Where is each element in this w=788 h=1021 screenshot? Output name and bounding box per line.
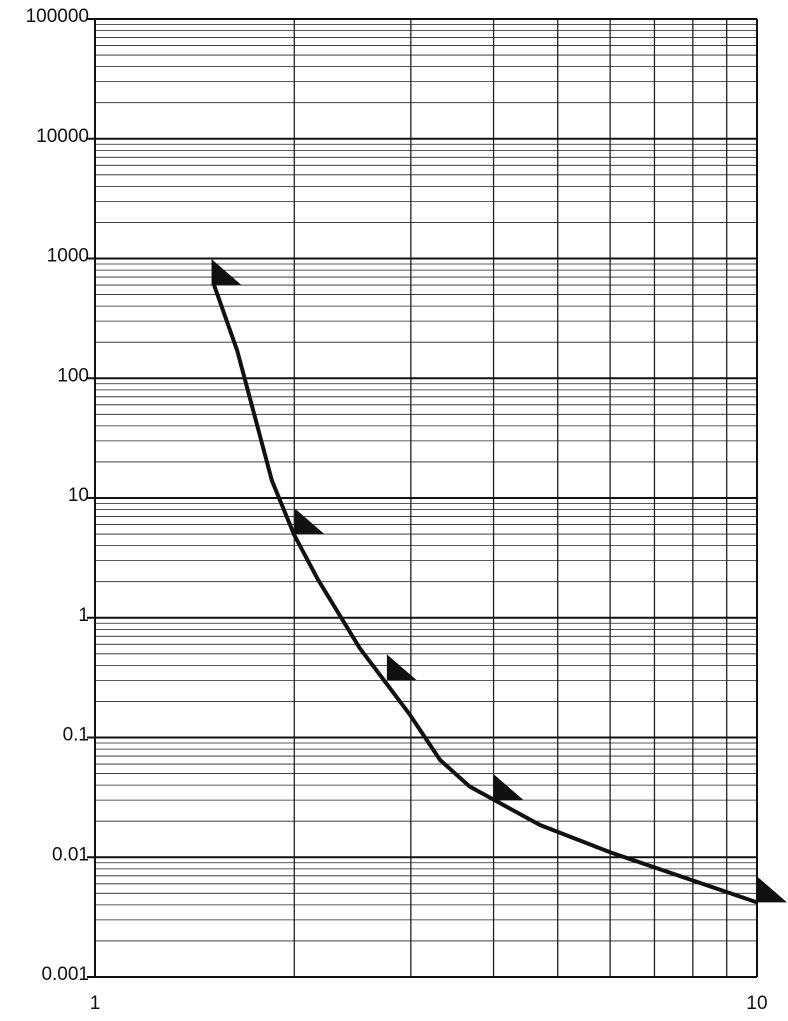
y-tick-label: 0.1 (63, 725, 89, 746)
y-tick-label: 100000 (26, 6, 89, 27)
y-tick-label: 0.01 (52, 844, 89, 865)
data-line (211, 282, 758, 905)
y-tick-label: 10 (68, 485, 89, 506)
triangle-marker (757, 876, 787, 903)
x-tick-label: 10 (746, 993, 767, 1014)
triangle-marker (294, 508, 325, 535)
y-tick-label: 1000 (47, 246, 89, 267)
y-tick-label: 100 (57, 365, 89, 386)
x-tick-label: 1 (90, 993, 101, 1014)
y-tick-label: 10000 (36, 126, 89, 147)
triangle-marker (386, 654, 417, 681)
triangle-marker (493, 774, 524, 801)
triangle-marker (211, 259, 242, 286)
y-tick-label: 0.001 (41, 964, 89, 985)
y-tick-label: 1 (78, 605, 89, 626)
